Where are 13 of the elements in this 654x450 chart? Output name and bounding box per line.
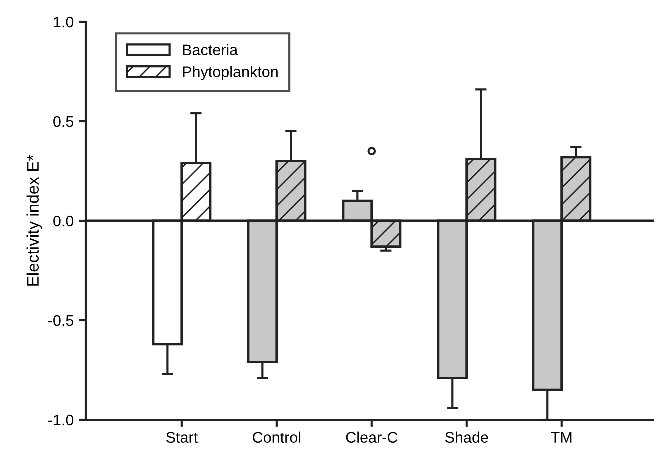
- y-tick-label: -0.5: [48, 315, 74, 326]
- y-axis-title: Electivity index E*: [26, 155, 42, 286]
- x-tick-label: Shade: [445, 432, 488, 444]
- y-tick-label: -1.0: [48, 414, 74, 426]
- y-tick-label: 1.0: [54, 16, 74, 28]
- y-tick-label: 0.5: [54, 116, 74, 128]
- x-tick-label: Control: [253, 432, 301, 444]
- x-tick-label: TM: [551, 432, 572, 443]
- legend-label: Phytoplankton: [183, 66, 278, 80]
- legend-label: Bacteria: [183, 44, 238, 56]
- x-tick-label: Clear-C: [346, 432, 398, 444]
- y-tick-label: 0.0: [54, 216, 74, 227]
- x-tick-label: Start: [166, 432, 198, 444]
